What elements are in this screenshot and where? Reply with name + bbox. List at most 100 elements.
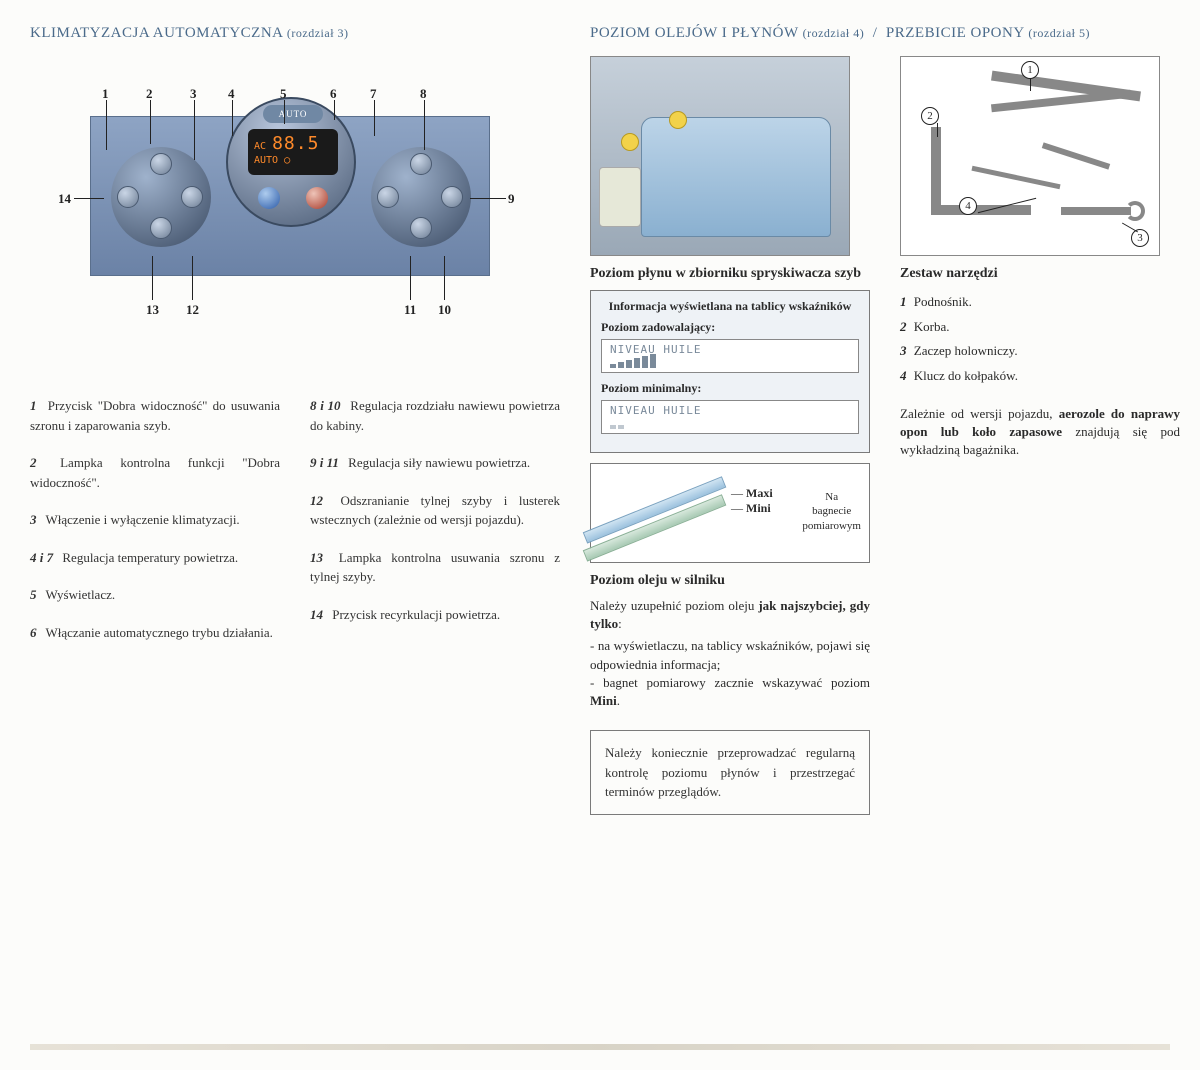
- auto-tab: AUTO: [263, 105, 323, 123]
- hubcap-key-shape: [971, 166, 1060, 190]
- climate-title: KLIMATYZACJA AUTOMATYCZNA (rozdział 3): [30, 25, 560, 42]
- lcd-min-text: NIVEAU HUILE: [610, 404, 701, 417]
- legend-item: 6 Włączanie automatycznego trybu działan…: [30, 623, 280, 643]
- oil-bullet: bagnet pomiarowy zacznie wskazywać pozio…: [590, 674, 870, 710]
- oil-text: Należy uzupełnić poziom oleju jak najszy…: [590, 597, 870, 710]
- leader: [1122, 223, 1138, 233]
- leader: [74, 198, 104, 199]
- dial-btn: [410, 153, 432, 175]
- dipstick-icon: [669, 111, 687, 129]
- dial-btn: [117, 186, 139, 208]
- climate-legend: 1 Przycisk "Dobra widoczność" do usuwani…: [30, 396, 560, 660]
- dipstick-diagram: — Maxi — Mini Na bagnecie pomiarowym: [590, 463, 870, 563]
- leader: [374, 100, 375, 136]
- towhook-ring: [1125, 201, 1145, 221]
- leader: [106, 100, 107, 150]
- leader: [334, 100, 335, 120]
- manual-page: KLIMATYZACJA AUTOMATYCZNA (rozdział 3) A…: [30, 25, 1170, 815]
- right-dial: [371, 147, 471, 247]
- section-climate: KLIMATYZACJA AUTOMATYCZNA (rozdział 3) A…: [30, 25, 560, 815]
- leader: [444, 256, 445, 300]
- oil-cap-icon: [621, 133, 639, 151]
- toolkit-callout: 4: [959, 197, 977, 215]
- leader: [194, 100, 195, 160]
- oil-bullet: na wyświetlaczu, na tablicy wskaźników, …: [590, 637, 870, 673]
- callout: 14: [58, 191, 71, 207]
- towhook-shape: [1061, 207, 1131, 215]
- crank-shape: [931, 127, 941, 207]
- toolkit-heading: Zestaw narzędzi: [900, 266, 1180, 282]
- fluids-title: POZIOM OLEJÓW I PŁYNÓW: [590, 25, 798, 41]
- toolkit-diagram: 1 2 3 4: [900, 56, 1160, 256]
- lcd-screen: AC 88.5 AUTO ◯: [248, 129, 338, 175]
- washer-reservoir: [599, 167, 641, 227]
- leader: [284, 100, 285, 124]
- leader: [1030, 79, 1031, 91]
- temp-knob-cold: [258, 187, 280, 209]
- dipstick-side-note: Na bagnecie pomiarowym: [802, 490, 861, 533]
- toolkit-item: 2 Korba.: [900, 315, 1180, 340]
- left-dial: [111, 147, 211, 247]
- legend-item: 5 Wyświetlacz.: [30, 585, 280, 605]
- oil-intro: Należy uzupełnić poziom oleju: [590, 598, 758, 613]
- maintenance-note: Należy koniecznie przeprowadzać regularn…: [590, 730, 870, 815]
- legend-item: 3 Włączenie i wyłączenie klimatyzacji.: [30, 510, 280, 530]
- leader: [470, 198, 506, 199]
- info-title: Informacja wyświetlana na tablicy wskaźn…: [601, 299, 859, 314]
- temp-knob-hot: [306, 187, 328, 209]
- toolkit-item: 1 Podnośnik.: [900, 290, 1180, 315]
- toolkit-callout: 1: [1021, 61, 1039, 79]
- lcd-auto: AUTO: [254, 155, 278, 166]
- dial-btn: [377, 186, 399, 208]
- dipstick-labels: — Maxi — Mini: [731, 486, 773, 516]
- dial-btn: [150, 217, 172, 239]
- climate-diagram: AUTO AC 88.5 AUTO ◯ 1: [30, 56, 550, 336]
- right-half: POZIOM OLEJÓW I PŁYNÓW (rozdział 4) / PR…: [590, 25, 1180, 815]
- dial-btn: [181, 186, 203, 208]
- leader: [232, 100, 233, 136]
- tool-shape: [1042, 142, 1110, 169]
- jack-shape: [991, 90, 1131, 113]
- toolkit-item: 4 Klucz do kołpaków.: [900, 364, 1180, 389]
- engine-cover: [641, 117, 831, 237]
- climate-title-text: KLIMATYZACJA AUTOMATYCZNA: [30, 25, 283, 41]
- crank-shape: [931, 205, 1031, 215]
- leader: [192, 256, 193, 300]
- legend-item: 2 Lampka kontrolna funkcji "Dobra widocz…: [30, 453, 280, 492]
- legend-item: 12 Odszranianie tylnej szyby i lusterek …: [310, 491, 560, 530]
- center-display-unit: AUTO AC 88.5 AUTO ◯: [226, 97, 356, 227]
- maxi-label: Maxi: [746, 486, 773, 500]
- spare-note: Zależnie od wersji pojazdu, aerozole do …: [900, 405, 1180, 460]
- toolkit-list: 1 Podnośnik.2 Korba.3 Zaczep holowniczy.…: [900, 290, 1180, 389]
- dial-btn: [410, 217, 432, 239]
- callout: 13: [146, 302, 159, 318]
- lcd-min: NIVEAU HUILE: [601, 400, 859, 434]
- climate-chapter: (rozdział 3): [287, 26, 349, 40]
- toolkit-item: 3 Zaczep holowniczy.: [900, 339, 1180, 364]
- level-bars-empty: [610, 425, 624, 429]
- min-level-label: Poziom minimalny:: [601, 381, 859, 396]
- legend-col-left: 1 Przycisk "Dobra widoczność" do usuwani…: [30, 396, 280, 660]
- legend-col-right: 8 i 10 Regulacja rozdziału nawiewu powie…: [310, 396, 560, 660]
- leader: [424, 100, 425, 150]
- oil-heading: Poziom oleju w silniku: [590, 573, 870, 589]
- legend-item: 14 Przycisk recyrkulacji powietrza.: [310, 605, 560, 625]
- leader: [150, 100, 151, 144]
- leader: [152, 256, 153, 300]
- legend-item: 1 Przycisk "Dobra widoczność" do usuwani…: [30, 396, 280, 435]
- toolkit-callout: 3: [1131, 229, 1149, 247]
- tire-chapter: (rozdział 5): [1028, 26, 1090, 40]
- callout: 12: [186, 302, 199, 318]
- washer-heading: Poziom płynu w zbiorniku spryskiwacza sz…: [590, 266, 870, 282]
- page-footer-rule: [30, 1044, 1170, 1050]
- callout: 9: [508, 191, 515, 207]
- lcd-ok: NIVEAU HUILE: [601, 339, 859, 373]
- mini-label: Mini: [746, 501, 771, 515]
- section-tire: 1 2 3 4 Zestaw narzędzi 1 Podnośnik.2 Ko…: [900, 56, 1180, 815]
- dial-btn: [441, 186, 463, 208]
- legend-item: 9 i 11 Regulacja siły nawiewu powietrza.: [310, 453, 560, 473]
- lcd-ac: AC: [254, 141, 266, 152]
- right-title-row: POZIOM OLEJÓW I PŁYNÓW (rozdział 4) / PR…: [590, 25, 1180, 42]
- legend-item: 4 i 7 Regulacja temperatury powietrza.: [30, 548, 280, 568]
- tire-title: PRZEBICIE OPONY: [886, 25, 1024, 41]
